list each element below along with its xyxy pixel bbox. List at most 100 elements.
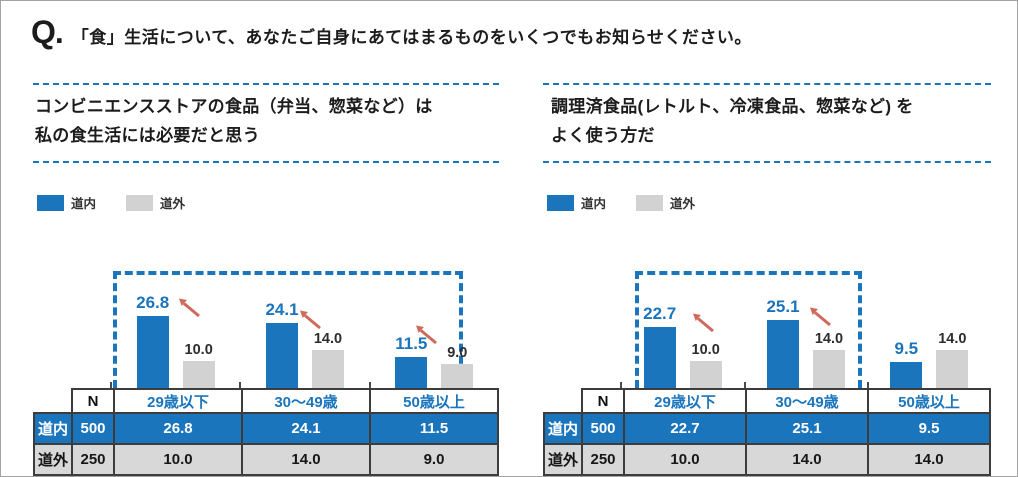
legend: 道内 道外 [543, 193, 991, 212]
age-group-30-49: 25.1 14.0 [744, 214, 867, 388]
dougai-value-label: 10.0 [691, 342, 720, 358]
n-value: 500 [581, 412, 625, 445]
legend-label-dougai: 道外 [670, 197, 696, 211]
panel-ready-made-food: 調理済食品(レトルト、冷凍食品、惣菜など) を よく使う方だ 道内 道外 [543, 83, 991, 476]
question-title-text: 「食」生活について、あなたご自身にあてはまるものをいくつでもお知らせください。 [71, 28, 752, 47]
row-label: 道内 [543, 412, 583, 445]
dougai-value-label: 9.0 [447, 344, 468, 361]
axis-tick [620, 382, 622, 388]
cell-value: 9.5 [867, 412, 991, 445]
n-value: 500 [71, 412, 115, 445]
highlight-dashed-box [635, 271, 862, 388]
legend: 道内 道外 [33, 193, 499, 212]
dougai-bar [182, 361, 215, 388]
cell-value: 9.0 [369, 443, 499, 476]
row-label: 道外 [33, 443, 73, 476]
increase-arrow-icon [415, 325, 437, 345]
col-header-under29: 29歳以下 [113, 388, 243, 414]
increase-arrow-icon [179, 298, 200, 318]
dounai-swatch-icon [547, 194, 574, 211]
dounai-bar [643, 326, 676, 388]
dounai-value-label: 11.5 [395, 333, 428, 353]
dougai-bar [311, 350, 344, 388]
statement-box: コンビニエンスストアの食品（弁当、惣菜など）は 私の食生活には必要だと思う [33, 83, 499, 163]
col-header-30-49: 30〜49歳 [745, 388, 869, 414]
cell-value: 10.0 [113, 443, 243, 476]
table-header-row: N 29歳以下 30〜49歳 50歳以上 [34, 388, 499, 414]
table-row-dougai: 道外 250 10.0 14.0 9.0 [33, 443, 499, 476]
cell-value: 14.0 [867, 443, 991, 476]
dougai-value-label: 14.0 [938, 331, 967, 348]
row-label: 道外 [543, 443, 583, 476]
panel-convenience-store-food: コンビニエンスストアの食品（弁当、惣菜など）は 私の食生活には必要だと思う 道内… [33, 83, 499, 476]
legend-item-dounai: 道内 [547, 193, 606, 212]
table-corner-cell [544, 389, 582, 413]
col-header-over50: 50歳以上 [867, 388, 991, 414]
cell-value: 24.1 [241, 412, 371, 445]
cell-value: 25.1 [745, 412, 869, 445]
legend-item-dounai: 道内 [37, 193, 96, 212]
cell-value: 22.7 [623, 412, 747, 445]
statement-line-2: 私の食生活には必要だと思う [35, 125, 260, 145]
legend-label-dougai: 道外 [160, 197, 186, 211]
bar-chart: 22.7 10.0 25.1 [543, 214, 991, 388]
dougai-value-label: 14.0 [313, 331, 343, 348]
age-group-under29: 26.8 10.0 [111, 214, 240, 388]
axis-tick [744, 382, 746, 388]
dounai-value-label: 24.1 [265, 299, 299, 319]
dounai-bar [766, 320, 799, 388]
col-header-30-49: 30〜49歳 [241, 388, 371, 414]
increase-arrow-icon [810, 307, 832, 327]
data-table: N 29歳以下 30〜49歳 50歳以上 道内 500 22.7 25.1 9.… [543, 388, 991, 476]
statement-box: 調理済食品(レトルト、冷凍食品、惣菜など) を よく使う方だ [543, 83, 991, 163]
dougai-bar [441, 363, 474, 388]
bar-chart: 26.8 10.0 24.1 [33, 214, 499, 388]
statement-line-2: よく使う方だ [551, 125, 655, 145]
question-title: Q. 「食」生活について、あなたご自身にあてはまるものをいくつでもお知らせくださ… [31, 14, 752, 51]
cell-value: 26.8 [113, 412, 243, 445]
n-value: 250 [581, 443, 625, 476]
axis-tick [369, 382, 371, 388]
legend-item-dougai: 道外 [126, 193, 185, 212]
col-header-under29: 29歳以下 [623, 388, 747, 414]
dounai-value-label: 9.5 [894, 339, 919, 359]
dougai-bar [936, 350, 969, 388]
table-row-dounai: 道内 500 26.8 24.1 11.5 [33, 412, 499, 445]
dounai-bar [395, 356, 428, 388]
cell-value: 14.0 [241, 443, 371, 476]
age-group-over50: 9.5 14.0 [868, 214, 991, 388]
cell-value: 11.5 [369, 412, 499, 445]
axis-tick [867, 382, 869, 388]
dounai-value-label: 22.7 [643, 303, 677, 323]
increase-arrow-icon [693, 313, 714, 333]
dounai-value-label: 25.1 [766, 297, 800, 317]
age-group-under29: 22.7 10.0 [621, 214, 744, 388]
n-value: 250 [71, 443, 115, 476]
highlight-dashed-box [113, 271, 463, 388]
axis-tick [239, 382, 241, 388]
legend-label-dounai: 道内 [581, 197, 607, 211]
age-group-30-49: 24.1 14.0 [240, 214, 369, 388]
dounai-swatch-icon [37, 194, 64, 211]
dounai-bar [890, 362, 923, 388]
n-header: N [71, 388, 115, 414]
age-group-over50: 11.5 9.0 [370, 214, 499, 388]
dougai-bar [689, 361, 722, 388]
q-prefix: Q. [31, 14, 64, 50]
dougai-value-label: 14.0 [814, 331, 844, 348]
col-header-over50: 50歳以上 [369, 388, 499, 414]
dounai-value-label: 26.8 [136, 292, 170, 312]
table-row-dougai: 道外 250 10.0 14.0 14.0 [543, 443, 991, 476]
dougai-bar [812, 350, 845, 388]
dougai-swatch-icon [126, 194, 154, 211]
dougai-swatch-icon [636, 194, 664, 211]
legend-label-dounai: 道内 [71, 197, 97, 211]
dougai-value-label: 10.0 [184, 342, 213, 358]
dounai-bar [265, 322, 298, 388]
axis-tick [110, 382, 112, 388]
statement-line-1: コンビニエンスストアの食品（弁当、惣菜など）は [35, 97, 433, 116]
row-label: 道内 [33, 412, 73, 445]
n-header: N [581, 388, 625, 414]
cell-value: 10.0 [623, 443, 747, 476]
